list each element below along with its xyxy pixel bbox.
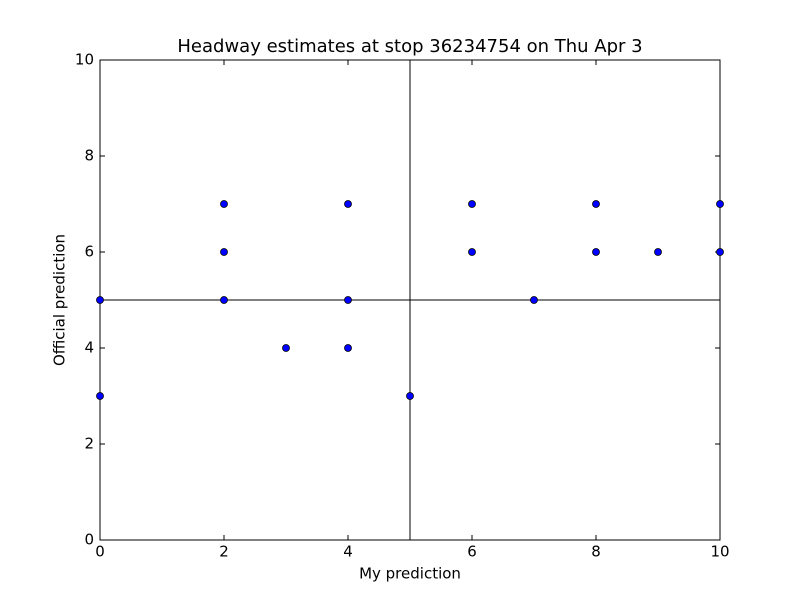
point: [220, 248, 228, 256]
point: [220, 200, 228, 208]
point: [592, 248, 600, 256]
point: [406, 392, 414, 400]
y-tick-label: 6: [84, 243, 94, 261]
point: [344, 296, 352, 304]
point: [654, 248, 662, 256]
chart-title: Headway estimates at stop 36234754 on Th…: [177, 36, 642, 57]
y-tick-label: 0: [84, 531, 94, 549]
point: [282, 344, 290, 352]
point: [96, 392, 104, 400]
y-tick-label: 2: [84, 435, 94, 453]
x-tick-label: 4: [343, 543, 353, 561]
y-tick-label: 4: [84, 339, 94, 357]
point: [716, 200, 724, 208]
x-tick-label: 0: [95, 543, 105, 561]
y-axis-label: Official prediction: [51, 234, 69, 366]
y-tick-label: 10: [75, 51, 94, 69]
x-axis-label: My prediction: [359, 565, 461, 583]
x-tick-label: 2: [219, 543, 229, 561]
x-tick-label: 8: [591, 543, 601, 561]
point: [96, 296, 104, 304]
x-tick-label: 6: [467, 543, 477, 561]
point: [530, 296, 538, 304]
point: [592, 200, 600, 208]
point: [344, 344, 352, 352]
point: [716, 248, 724, 256]
point: [220, 296, 228, 304]
point: [468, 200, 476, 208]
point: [468, 248, 476, 256]
y-tick-label: 8: [84, 147, 94, 165]
point: [344, 200, 352, 208]
x-tick-label: 10: [710, 543, 729, 561]
